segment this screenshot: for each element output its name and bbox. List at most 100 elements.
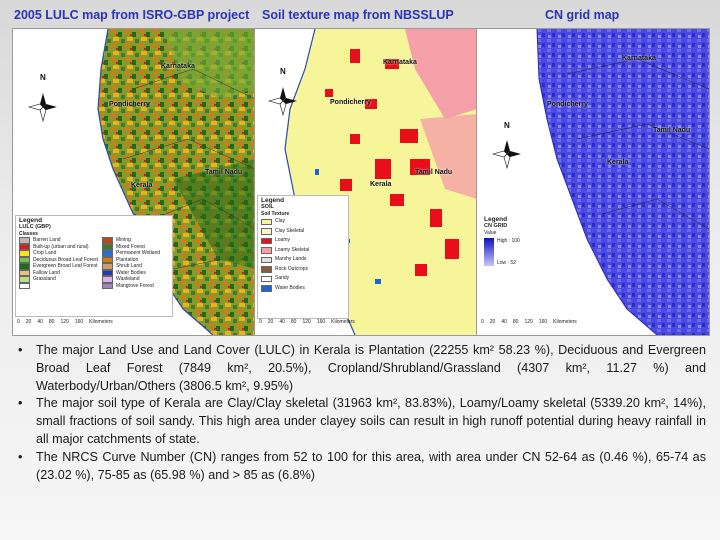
scale-tick-label: 80: [290, 319, 297, 325]
legend-item: Grassland: [19, 276, 98, 283]
legend-label: Loamy: [275, 237, 291, 244]
lulc-map-title: 2005 LULC map from ISRO-GBP project: [14, 8, 250, 22]
lulc-legend-title: Legend: [19, 217, 43, 224]
legend-swatch: [19, 250, 30, 257]
legend-item: Sandy: [261, 274, 345, 284]
legend-swatch: [19, 243, 30, 251]
soil-legend-classes-label: Soil Texture: [261, 210, 290, 217]
soil-legend-items: Clay Clay Skeletal Loamy Loamy Skeletal Mars…: [261, 217, 345, 293]
legend-label: Mining: [116, 237, 131, 244]
legend-label: Marshy Lands: [275, 256, 307, 263]
cn-map-title: CN grid map: [545, 8, 620, 22]
scale-tick-label: 160: [74, 319, 84, 325]
legend-label: Clay Skeletal: [275, 227, 305, 234]
scale-tick-label: 160: [316, 319, 326, 325]
lulc-map-image: [27, 29, 255, 335]
legend-label: Fallow Land: [33, 269, 60, 276]
legend-item: Barren Land: [19, 237, 98, 244]
place-tamil-nadu: Tamil Nadu: [415, 169, 453, 176]
bullet-symbol: •: [18, 449, 23, 464]
legend-swatch: [261, 247, 272, 254]
legend-label: Mangrove Forest: [116, 282, 154, 289]
legend-label: Mixed Forest: [116, 243, 145, 250]
cn-legend-high: High : 100: [497, 238, 520, 245]
legend-swatch: [261, 237, 272, 245]
legend-swatch: [19, 269, 30, 277]
legend-label: Rock Outcrops: [275, 265, 309, 272]
north-label: N: [40, 73, 46, 82]
scale-tick-label: 80: [512, 319, 519, 325]
soil-map-panel: N Karnataka Pondicherry Tamil Nadu Keral…: [254, 28, 478, 336]
cn-legend-value-label: Value: [484, 229, 497, 236]
legend-item: Fallow Land: [19, 269, 98, 277]
legend-label: Grassland: [33, 276, 56, 283]
cn-map-image: [491, 29, 709, 335]
soil-legend-title: Legend: [261, 197, 285, 204]
cn-legend-low: Low : 52: [497, 259, 516, 266]
legend-swatch: [19, 276, 30, 283]
scale-tick-label: 40: [37, 319, 43, 325]
legend-label: Built-up (urban and rural): [33, 243, 89, 250]
legend-swatch: [261, 266, 272, 273]
legend-label: Deciduous Broad Leaf Forest: [33, 256, 99, 263]
place-tamil-nadu: Tamil Nadu: [653, 127, 691, 134]
scale-tick-label: 0: [481, 319, 484, 325]
place-pondicherry: Pondicherry: [109, 101, 150, 108]
legend-item: Shrub Land: [102, 263, 169, 270]
soil-legend: Legend SOIL Soil Texture Clay Clay Skelet…: [257, 195, 349, 319]
bullet-symbol: •: [18, 343, 23, 357]
legend-item: Mangrove Forest: [102, 282, 169, 290]
legend-item: [19, 282, 98, 290]
legend-item: Rock Outcrops: [261, 265, 345, 275]
legend-swatch: [19, 263, 30, 270]
scale-tick-label: 40: [279, 319, 285, 325]
legend-swatch: [261, 228, 272, 235]
legend-swatch: [102, 263, 114, 270]
lulc-map-panel: N Karnataka Pondicherry Tamil Nadu Keral…: [12, 28, 256, 336]
legend-item: Clay: [261, 217, 345, 227]
scale-tick-label: 160: [538, 319, 548, 325]
legend-item: Clay Skeletal: [261, 227, 345, 237]
legend-item: Plantation: [102, 256, 169, 264]
soil-scale-bar: 0 20 40 80 120 160 Kilometers: [259, 319, 355, 325]
place-pondicherry: Pondicherry: [330, 99, 371, 106]
legend-item: Water Bodies: [102, 269, 169, 277]
legend-label: Shrub Land: [116, 263, 142, 270]
legend-label: Water Bodies: [116, 269, 146, 276]
place-karnataka: Karnataka: [383, 59, 417, 66]
legend-label: Clay: [275, 218, 286, 225]
place-tamil-nadu: Tamil Nadu: [205, 169, 243, 176]
cn-legend-title: Legend: [484, 216, 508, 223]
north-label: N: [504, 121, 510, 130]
north-label: N: [280, 67, 286, 76]
legend-item: Loamy Skeletal: [261, 246, 345, 256]
legend-item: Mixed Forest: [102, 243, 169, 251]
legend-item: Marshy Lands: [261, 255, 345, 265]
legend-swatch: [102, 250, 114, 257]
scale-tick-label: 40: [501, 319, 507, 325]
bullet-soil: • The major soil type of Kerala are Clay…: [16, 395, 706, 448]
place-kerala: Kerala: [370, 181, 392, 188]
legend-item: Built-up (urban and rural): [19, 243, 98, 251]
legend-label: Barren Land: [33, 237, 61, 244]
legend-label: Water Bodies: [275, 284, 305, 291]
soil-legend-subtitle: SOIL: [261, 204, 274, 211]
legend-swatch: [102, 243, 114, 251]
bullet-lulc: • The major Land Use and Land Cover (LUL…: [16, 342, 706, 395]
bullet-text: The major soil type of Kerala are Clay/C…: [36, 396, 706, 446]
lulc-legend: Legend LULC (GBP) Classes Barren Land Min…: [15, 215, 173, 317]
legend-item: Permanent Wetland: [102, 250, 169, 257]
lulc-legend-items: Barren Land Mining Built-up (urban and rur…: [19, 237, 169, 290]
scale-tick-label: 0: [17, 319, 20, 325]
place-karnataka: Karnataka: [161, 63, 195, 70]
legend-label: Plantation: [116, 256, 139, 263]
scale-tick-label: 0: [259, 319, 262, 325]
scale-tick-label: Kilometers: [89, 319, 113, 325]
legend-item: Loamy: [261, 236, 345, 246]
scale-tick-label: Kilometers: [553, 319, 577, 325]
legend-swatch: [19, 256, 30, 264]
place-pondicherry: Pondicherry: [547, 101, 588, 108]
legend-label: Crop Land: [33, 250, 57, 257]
legend-item: Evergreen Broad Leaf Forest: [19, 263, 98, 270]
legend-swatch: [102, 269, 114, 277]
